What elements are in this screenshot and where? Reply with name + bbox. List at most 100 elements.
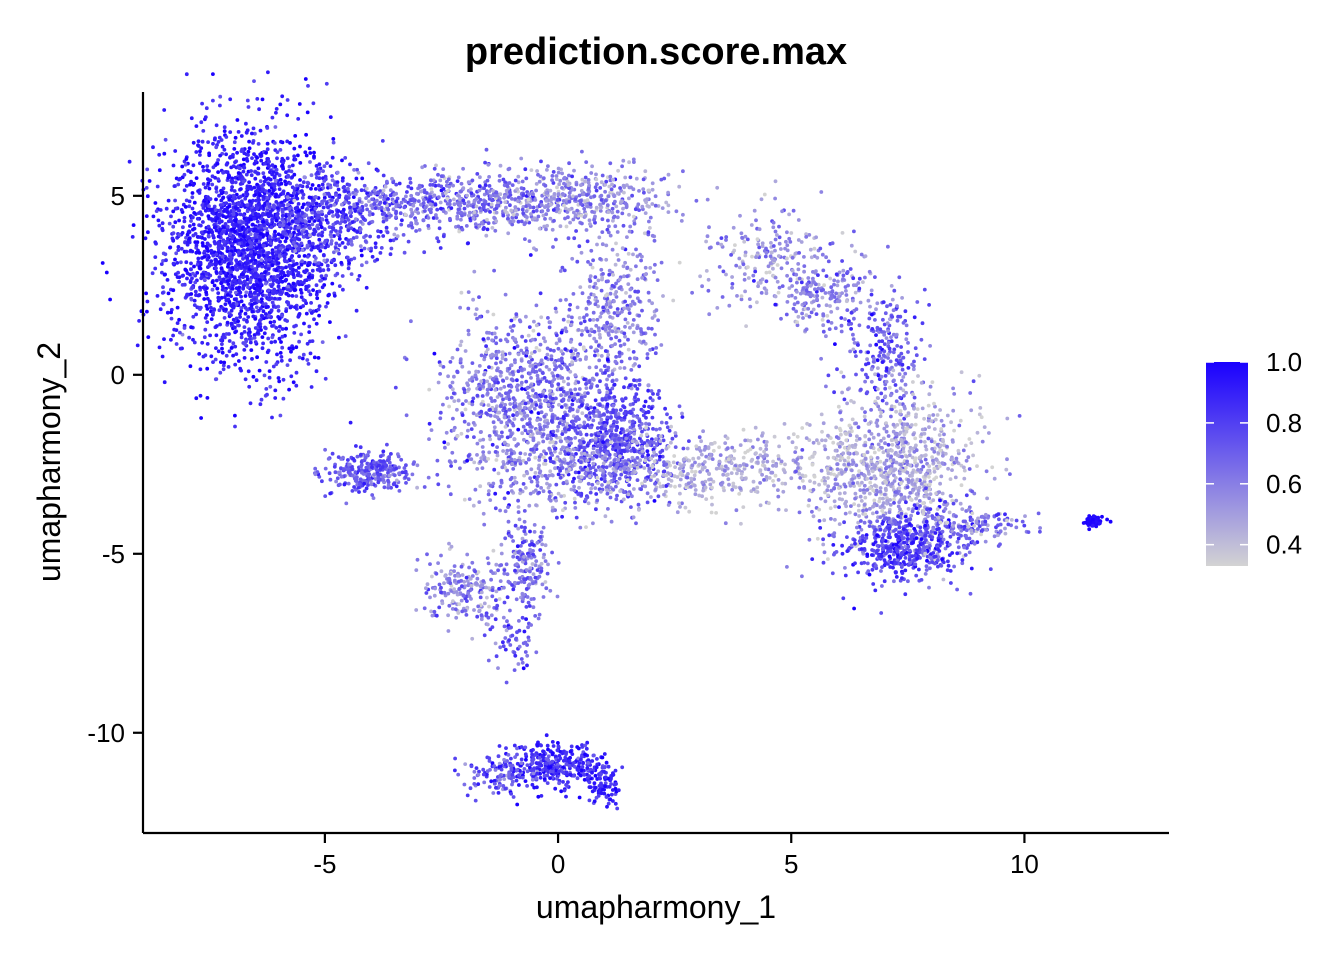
data-point [266,267,271,271]
data-point [360,176,365,181]
data-point [165,278,170,282]
data-point [335,170,340,175]
data-point [331,222,336,227]
data-point [343,334,348,339]
data-point [307,330,312,334]
data-point [220,254,225,259]
data-point [251,141,255,145]
data-point [199,230,204,235]
data-point [626,282,631,286]
data-point [578,342,583,347]
data-point [177,218,182,223]
data-point [303,150,308,155]
data-point [583,214,588,219]
data-point [258,318,262,323]
data-point [640,204,645,209]
data-point [331,140,336,145]
data-point [196,256,201,261]
data-point [300,189,304,193]
data-point [554,237,558,242]
data-point [285,319,289,323]
data-point [214,270,219,274]
data-point [586,180,591,185]
data-point [217,308,222,313]
data-point [286,202,290,207]
data-point [271,188,276,193]
data-point [297,355,302,360]
data-point [305,245,310,250]
data-point [245,128,250,133]
data-point [269,308,274,313]
data-point [527,239,532,244]
data-point [551,245,555,249]
data-point [617,354,622,359]
data-point [485,227,490,232]
data-point [537,226,542,231]
data-point [226,365,231,369]
data-point [261,171,266,176]
data-point [219,281,224,286]
data-point [594,205,599,210]
data-point [360,263,364,268]
data-point [256,273,260,277]
data-point [221,363,226,368]
data-point [618,285,623,289]
data-point [232,140,237,145]
data-point [466,328,471,333]
data-point [267,204,272,209]
data-point [229,179,234,183]
data-point [145,299,150,304]
data-point [391,207,396,212]
data-point [503,200,508,205]
data-point [254,238,259,243]
data-point [238,315,243,319]
data-point [478,175,482,180]
data-point [201,164,205,169]
data-point [564,224,569,229]
data-point [508,203,512,208]
data-point [441,209,446,214]
data-point [273,125,278,129]
data-point [436,380,441,385]
data-point [267,164,271,169]
data-point [583,199,587,204]
data-point [462,212,467,217]
data-point [238,232,242,237]
data-point [659,260,664,265]
data-point [243,311,248,316]
data-point [505,184,510,189]
data-point [421,218,426,223]
data-point [208,197,213,201]
data-point [484,344,488,348]
data-point [348,205,352,210]
data-point [239,309,244,313]
data-point [404,413,409,418]
data-point [231,341,236,346]
data-point [610,372,615,377]
data-point [581,192,586,197]
data-point [278,290,283,295]
data-point [632,356,637,361]
data-point [377,202,382,207]
data-point [372,202,377,206]
data-point [558,269,563,273]
data-point [273,396,278,400]
data-point [293,236,297,241]
data-point [222,240,226,244]
data-point [548,188,553,193]
data-point [211,311,216,315]
data-point [255,219,260,224]
data-point [252,301,257,306]
data-point [432,166,437,171]
data-point [580,329,585,333]
data-point [345,255,350,260]
data-point [216,349,221,354]
data-point [180,332,185,337]
data-point [556,424,561,429]
data-point [554,310,559,314]
data-point [198,223,203,228]
data-point [566,183,571,188]
data-point [218,227,223,232]
data-point [189,219,193,223]
data-point [251,374,256,379]
